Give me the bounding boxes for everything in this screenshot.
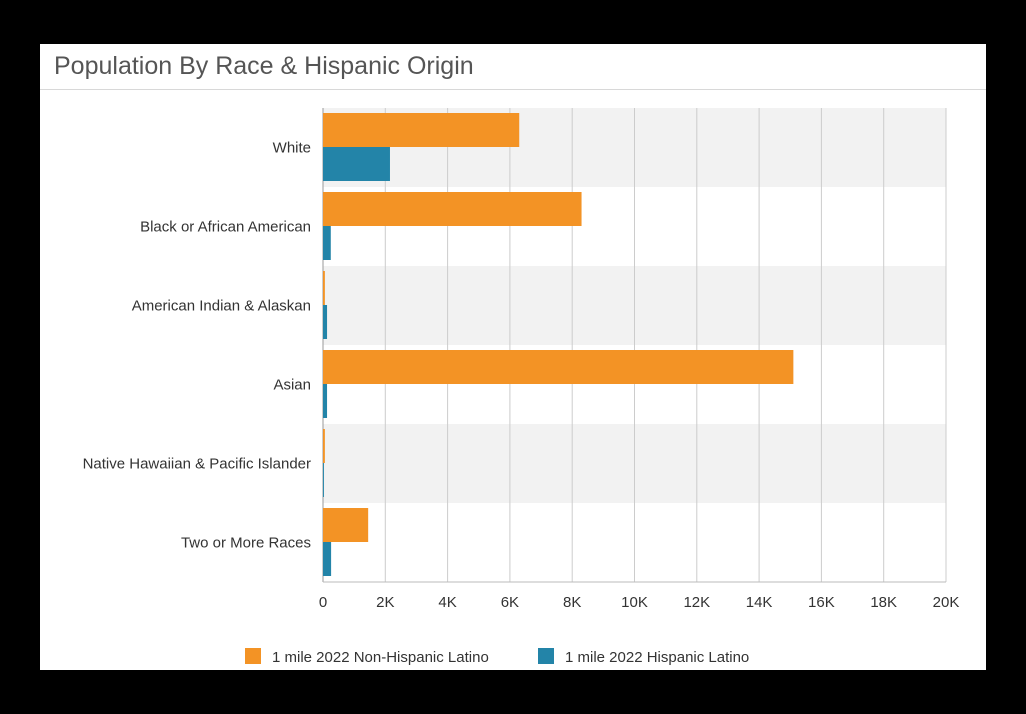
bar-hispanic-0[interactable] [323,147,390,181]
bar-non-hispanic-1[interactable] [323,192,582,226]
x-tick-label: 16K [808,594,835,611]
x-tick-label: 2K [376,594,394,611]
category-label: Native Hawaiian & Pacific Islander [83,456,311,473]
bar-marks [323,113,794,576]
bar-hispanic-1[interactable] [323,226,331,260]
grid-lines [322,108,947,583]
chart-panel: Population By Race & Hispanic Origin Whi… [40,44,986,670]
bar-non-hispanic-2[interactable] [323,271,325,305]
x-tick-label: 8K [563,594,581,611]
category-label: Asian [273,377,311,394]
bar-non-hispanic-3[interactable] [323,350,794,384]
x-tick-label: 18K [870,594,897,611]
bar-non-hispanic-0[interactable] [323,113,520,147]
legend: 1 mile 2022 Non-Hispanic Latino 1 mile 20… [245,648,749,666]
legend-label[interactable]: 1 mile 2022 Non-Hispanic Latino [272,649,489,666]
bar-hispanic-4[interactable] [323,463,324,497]
x-tick-label: 4K [438,594,456,611]
bar-non-hispanic-5[interactable] [323,508,369,542]
title-divider [40,89,986,90]
category-label: American Indian & Alaskan [132,298,311,315]
category-label: White [273,140,311,157]
category-label: Two or More Races [181,535,311,552]
bar-hispanic-5[interactable] [323,542,332,576]
legend-swatch[interactable] [245,648,261,664]
x-tick-label: 12K [683,594,710,611]
bar-hispanic-2[interactable] [323,305,328,339]
x-tick-label: 20K [933,594,960,611]
chart-title: Population By Race & Hispanic Origin [54,52,474,80]
x-tick-label: 0 [319,594,327,611]
category-label: Black or African American [140,219,311,236]
legend-swatch[interactable] [538,648,554,664]
bar-chart: White Black or African American American I… [83,108,960,666]
bar-non-hispanic-4[interactable] [323,429,325,463]
category-labels: White Black or African American American I… [83,140,311,552]
x-tick-label: 6K [501,594,519,611]
legend-label[interactable]: 1 mile 2022 Hispanic Latino [565,649,749,666]
x-axis-ticks: 0 2K 4K 6K 8K 10K 12K 14K 16K 18K 20K [319,594,960,611]
bar-hispanic-3[interactable] [323,384,328,418]
x-tick-label: 14K [746,594,773,611]
x-tick-label: 10K [621,594,648,611]
